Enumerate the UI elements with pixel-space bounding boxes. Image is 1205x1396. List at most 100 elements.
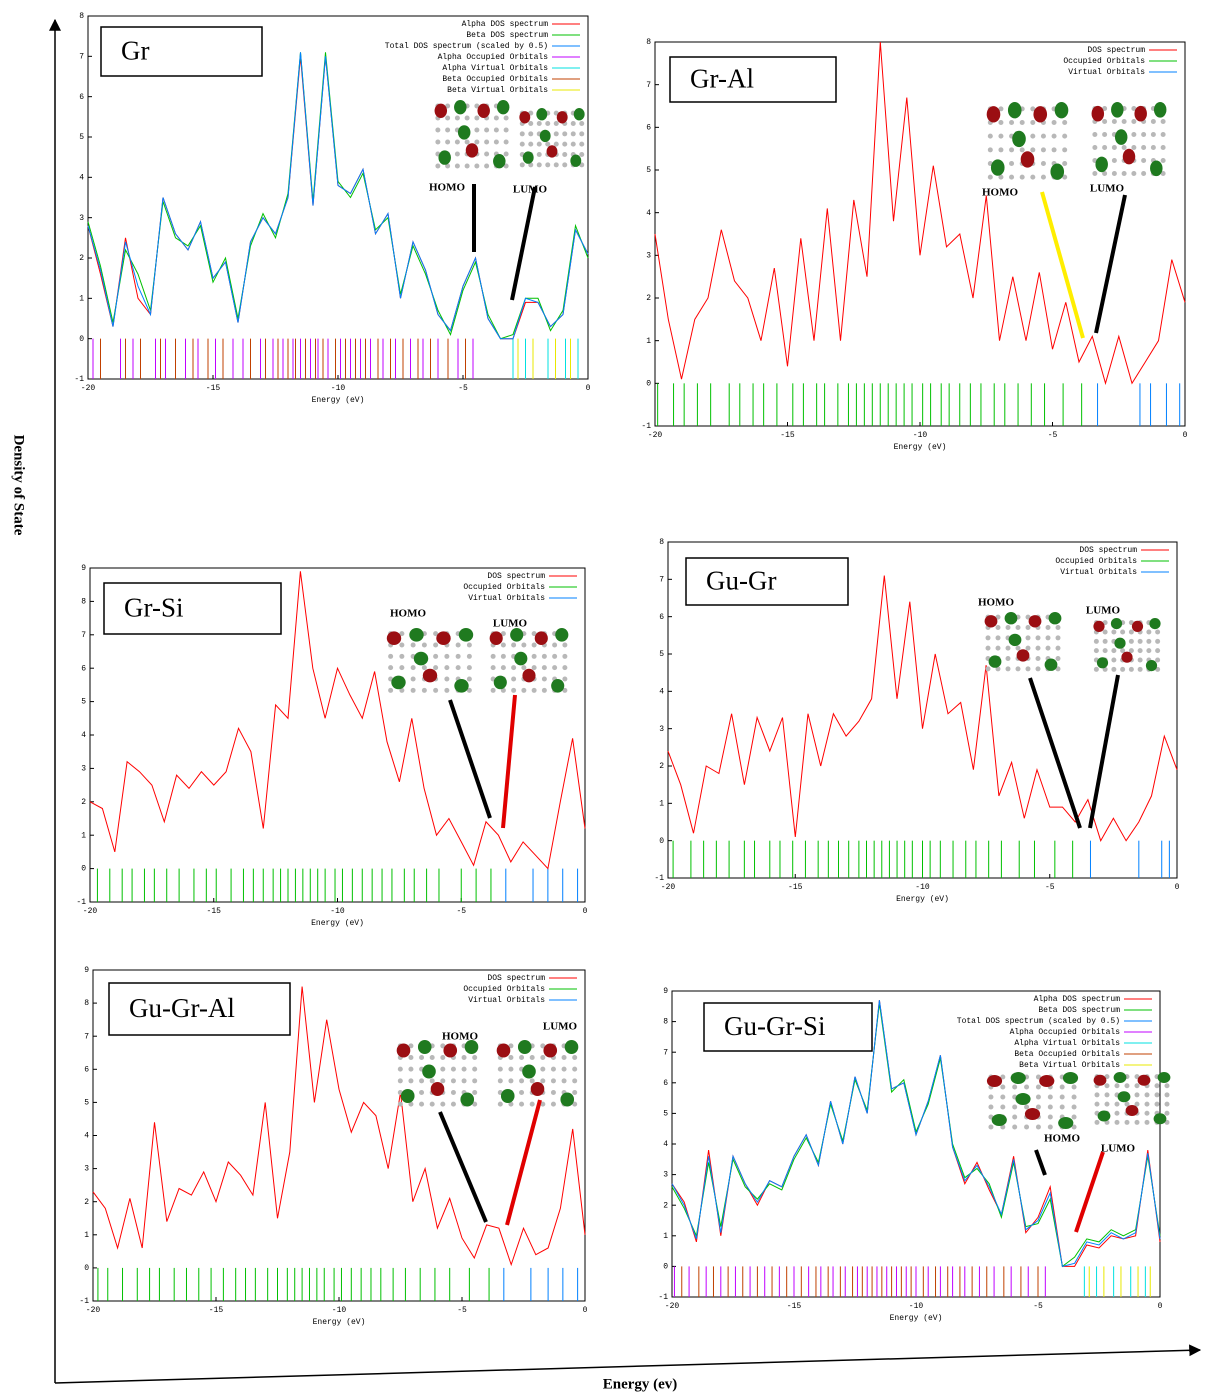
orbital-image-atom [579,152,584,157]
orbital-image-atom [579,121,584,126]
orbital-image-atom [455,152,460,157]
x-tick-label: -5 [1033,1302,1043,1311]
orbital-image-atom [411,665,416,670]
orbital-image-atom [498,1078,503,1083]
orbital-image-atom [474,128,479,133]
orbital-image-atom [562,162,567,167]
orbital-image-atom [456,665,461,670]
orbital-lobe [409,628,423,642]
orbital-image-atom [1155,1083,1160,1088]
orbital-image-atom [1151,145,1156,150]
chart-title: Gr [121,36,150,66]
chart-title: Gr-Al [690,64,754,94]
orbital-image-atom [399,665,404,670]
orbital-lobe [1039,1075,1054,1087]
orbital-lobe [991,159,1005,175]
orbital-image-atom [465,164,470,169]
y-tick-label: 6 [79,93,84,102]
orbital-image-atom [545,121,550,126]
y-tick-label: 8 [81,598,86,607]
orbital-image-atom [1105,1102,1110,1107]
orbital-label: HOMO [978,597,1014,609]
orbital-image-atom [1041,175,1046,180]
orbital-image-atom [388,665,393,670]
y-tick-label: 6 [646,123,651,132]
orbital-lobe [1121,652,1132,663]
y-tick-label: 8 [79,12,84,21]
orbital-image-atom [1056,625,1061,630]
orbital-image-atom [419,1090,424,1095]
legend-label: Alpha DOS spectrum [462,20,549,29]
orbital-image-atom [1129,639,1134,644]
orbital-image-atom [465,116,470,121]
orbital-image-atom [1146,639,1151,644]
orbital-lobe [501,1089,515,1103]
orbital-image-atom [1016,625,1021,630]
orbital-lobe [1095,157,1107,173]
orbital-lobe [391,676,405,690]
y-tick-label: -1 [654,874,664,883]
y-tick-label: 1 [663,1232,668,1241]
orbital-image-atom [408,1055,413,1060]
orbital-lobe [1029,615,1042,627]
orbital-image-atom [530,1078,535,1083]
orbital-image-atom [554,162,559,167]
orbital-image-atom [474,164,479,169]
orbital-lobe [565,1040,579,1054]
orbital-image-atom [1145,1092,1150,1097]
orbital-lobe [1114,638,1125,649]
orbital-image-atom [1046,646,1051,651]
orbital-lobe [458,125,470,139]
orbital-image-atom [1131,119,1136,124]
orbital-image-atom [1138,639,1143,644]
x-tick-label: 0 [586,384,591,393]
orbital-image-atom [422,688,427,693]
orbital-image-atom [467,643,472,648]
orbital-image-atom [1036,1085,1041,1090]
orbital-image-atom [451,1067,456,1072]
orbital-image-atom [988,134,993,139]
page: body { margin: 0; background: #fff; font… [0,0,1205,1396]
orbital-image-atom [542,688,547,693]
orbital-image-atom [1024,1085,1029,1090]
orbital-image-atom [508,1078,513,1083]
orbital-image-atom [1046,635,1051,640]
orbital-lobe [522,669,535,683]
orbital-image-atom [388,654,393,659]
chart-title: Gu-Gr [706,566,776,596]
x-axis-label: Energy (eV) [312,396,365,405]
figure: Density of State Energy (ev) -20-15-10-5… [0,0,1205,1396]
orbital-image-atom [1092,132,1097,137]
orbital-image-atom [1165,1102,1170,1107]
y-tick-label: 8 [663,1018,668,1027]
x-tick-label: -15 [780,431,795,440]
orbital-image-atom [519,1090,524,1095]
orbital-image-atom [1125,1083,1130,1088]
orbital-image-atom [1094,667,1099,672]
orbital-image-atom [435,164,440,169]
orbital-image-atom [1012,1115,1017,1120]
y-tick-label: 7 [663,1048,668,1057]
orbital-image-atom [1155,658,1160,663]
orbital-image-atom [562,677,567,682]
orbital-image-atom [540,1055,545,1060]
orbital-image-atom [998,147,1003,152]
orbital-image-atom [528,131,533,136]
orbital-image-atom [1103,639,1108,644]
orbital-image-atom [1012,1125,1017,1130]
orbital-image-atom [504,128,509,133]
orbital-lobe [1005,612,1018,624]
y-tick-label: 2 [81,798,86,807]
orbital-image-atom [562,665,567,670]
legend-label: Beta DOS spectrum [1038,1006,1120,1015]
orbital-lobe [1093,621,1104,632]
x-tick-label: 0 [583,907,588,916]
orbital-lobe [1058,1117,1073,1129]
orbital-image-atom [1115,1111,1120,1116]
body: {"figure": {"y_label": "Density of State… [0,0,1205,1396]
orbital-lobe [494,676,507,690]
orbital-image-atom [988,1095,993,1100]
orbital-label: HOMO [442,1031,478,1043]
orbital-label: LUMO [1101,1143,1136,1155]
orbital-image-atom [988,1105,993,1110]
